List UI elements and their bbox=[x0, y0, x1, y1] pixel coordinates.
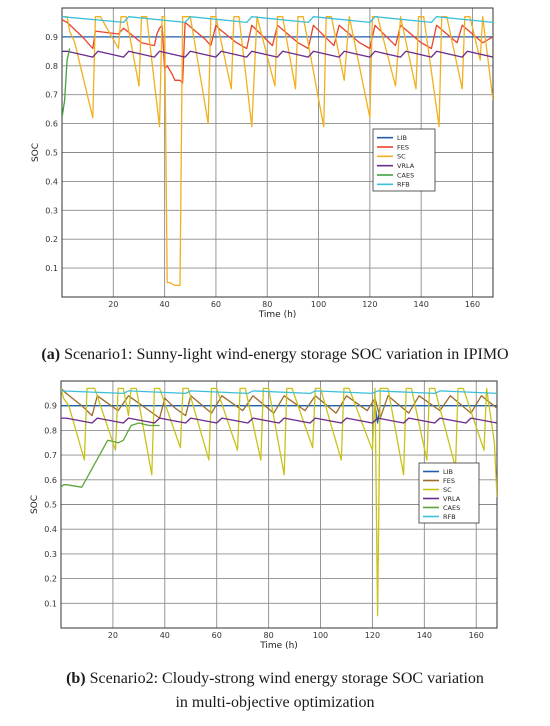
soc-chart-a: 20 40 60 80 100 120 140 160 0.1 0.2 0.3 0.4 0.5 0.6 0.… bbox=[31, 7, 494, 320]
x-axis-label: Time (h) bbox=[258, 310, 297, 320]
series-line-rfb bbox=[61, 390, 497, 395]
y-tick-label: 0.6 bbox=[45, 120, 58, 129]
x-tick-label: 120 bbox=[365, 631, 380, 640]
y-tick-label: 0.4 bbox=[45, 177, 58, 186]
legend-label-lib: LIB bbox=[397, 134, 407, 142]
series-line-vrla bbox=[61, 417, 497, 424]
x-tick-label: 20 bbox=[108, 300, 118, 309]
legend-label-fes: FES bbox=[443, 477, 455, 485]
y-tick-label: 0.9 bbox=[44, 402, 57, 411]
y-tick-label: 0.7 bbox=[44, 451, 57, 460]
series-group bbox=[62, 16, 493, 287]
legend-box bbox=[372, 128, 436, 192]
x-tick-label: 120 bbox=[362, 300, 377, 309]
y-tick-label: 0.3 bbox=[45, 206, 58, 215]
caption-a-text: Scenario1: Sunny-light wind-energy stora… bbox=[60, 346, 509, 363]
x-tick-label: 60 bbox=[212, 631, 222, 640]
y-tick-label: 0.9 bbox=[45, 33, 58, 42]
legend-label-caes: CAES bbox=[443, 504, 460, 512]
series-line-caes bbox=[61, 422, 160, 488]
y-tick-label: 0.8 bbox=[44, 426, 57, 435]
x-tick-label: 100 bbox=[313, 631, 328, 640]
y-tick-label: 0.6 bbox=[44, 476, 57, 485]
x-tick-label: 140 bbox=[417, 631, 432, 640]
x-tick-label: 20 bbox=[108, 631, 118, 640]
y-tick-label: 0.2 bbox=[44, 575, 57, 584]
y-axis-label: SOC bbox=[31, 143, 41, 162]
legend-label-rfb: RFB bbox=[397, 181, 410, 189]
plot-frame bbox=[61, 7, 494, 298]
legend-label-vrla: VRLA bbox=[443, 495, 461, 503]
caption-b: (b) Scenario2: Cloudy-strong wind energy… bbox=[0, 667, 550, 715]
y-tick-label: 0.3 bbox=[44, 550, 57, 559]
x-axis-label: Time (h) bbox=[259, 641, 298, 651]
x-tick-label: 40 bbox=[160, 631, 170, 640]
caption-b-line1: Scenario2: Cloudy-strong wind energy sto… bbox=[85, 670, 484, 687]
legend-label-sc: SC bbox=[397, 153, 406, 161]
y-tick-label: 0.8 bbox=[45, 62, 58, 71]
legend-label-sc: SC bbox=[443, 486, 452, 494]
legend-box bbox=[418, 462, 480, 524]
legend-label-caes: CAES bbox=[397, 171, 414, 179]
series-line-fes bbox=[62, 19, 493, 84]
x-tick-label: 80 bbox=[264, 631, 274, 640]
soc-chart-b: 20 40 60 80 100 120 140 160 0.1 0.2 0.3 0.4 0.5 0.6 0.… bbox=[30, 380, 498, 651]
x-tick-label: 140 bbox=[414, 300, 429, 309]
series-line-caes bbox=[62, 48, 71, 118]
caption-a: (a) Scenario1: Sunny-light wind-energy s… bbox=[0, 343, 550, 367]
caption-b-tag: (b) bbox=[66, 670, 86, 687]
caption-b-line2: in multi-objective optimization bbox=[175, 694, 375, 711]
y-tick-label: 0.2 bbox=[45, 235, 58, 244]
series-line-sc bbox=[62, 16, 493, 287]
legend-label-lib: LIB bbox=[443, 468, 453, 476]
caption-a-tag: (a) bbox=[41, 346, 61, 363]
x-tick-label: 100 bbox=[311, 300, 326, 309]
y-axis-label: SOC bbox=[30, 495, 40, 514]
chart-panel-a: 20 40 60 80 100 120 140 160 0.1 0.2 0.3 0.4 0.5 0.6 0.… bbox=[0, 0, 550, 330]
y-tick-label: 0.5 bbox=[44, 501, 57, 510]
series-line-vrla bbox=[62, 50, 493, 58]
x-tick-label: 80 bbox=[262, 300, 272, 309]
plot-frame bbox=[60, 380, 498, 629]
series-group bbox=[61, 387, 497, 617]
y-tick-label: 0.1 bbox=[44, 599, 57, 608]
y-tick-label: 0.4 bbox=[44, 525, 57, 534]
legend-label-vrla: VRLA bbox=[397, 162, 415, 170]
legend-label-rfb: RFB bbox=[443, 513, 456, 521]
y-tick-label: 0.5 bbox=[45, 149, 58, 158]
series-line-rfb bbox=[62, 16, 493, 24]
x-tick-label: 40 bbox=[160, 300, 170, 309]
series-line-sc bbox=[61, 387, 497, 617]
chart-panel-b: 20 40 60 80 100 120 140 160 0.1 0.2 0.3 0.4 0.5 0.6 0.… bbox=[0, 372, 550, 657]
x-tick-label: 160 bbox=[469, 631, 484, 640]
legend-label-fes: FES bbox=[397, 143, 409, 151]
x-tick-label: 160 bbox=[465, 300, 480, 309]
y-tick-label: 0.1 bbox=[45, 264, 58, 273]
y-tick-label: 0.7 bbox=[45, 91, 58, 100]
x-tick-label: 60 bbox=[211, 300, 221, 309]
